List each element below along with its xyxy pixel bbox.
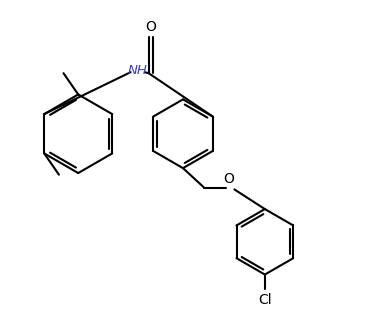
Text: O: O <box>224 172 235 186</box>
Text: O: O <box>145 20 156 34</box>
Text: Cl: Cl <box>258 293 272 307</box>
Text: NH: NH <box>127 64 147 77</box>
